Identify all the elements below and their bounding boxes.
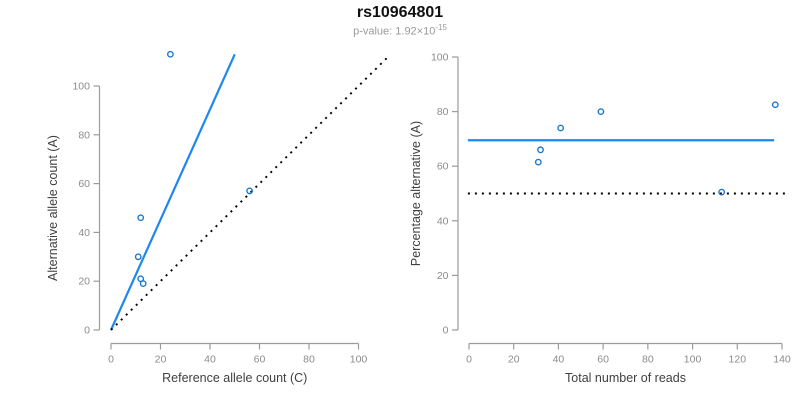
x-axis-title: Total number of reads [565,371,686,385]
plot-percentage-vs-reads: 0 20 40 60 80 100 120 140 0 20 40 60 80 100 Total numb… [409,52,791,386]
x-tick-label: 100 [350,354,368,366]
x-tick-label: 120 [729,354,747,366]
x-tick-label: 0 [108,354,114,366]
x-tick-label: 20 [155,354,167,366]
y-tick-label: 40 [437,215,449,227]
x-tick-label: 80 [642,354,654,366]
y-tick-label: 60 [78,178,90,190]
figure-title: rs10964801 [356,4,444,21]
data-point [134,253,142,261]
y-tick-label: 40 [78,227,90,239]
data-point [166,50,174,58]
data-point [557,124,565,132]
y-tick-label: 60 [437,161,449,173]
data-point [597,108,605,116]
x-axis-title: Reference allele count (C) [162,371,307,385]
plot-allele-counts: 0 20 40 60 80 100 0 20 40 60 80 100 Reference allele… [46,50,389,385]
y-tick-label: 20 [437,270,449,282]
x-tick-label: 0 [466,354,472,366]
y-tick-label: 100 [431,52,449,64]
data-point [139,280,147,288]
data-point [771,101,779,109]
y-tick-label: 0 [443,325,449,337]
figure-header: rs10964801 p-value: 1.92×10-15 [0,4,800,39]
x-tick-label: 140 [773,354,791,366]
fitted-ratio-line [109,53,236,331]
x-tick-label: 40 [553,354,565,366]
x-tick-label: 60 [254,354,266,366]
x-tick-label: 80 [303,354,315,366]
pvalue-subtitle: p-value: 1.92×10-15 [0,23,800,38]
x-tick-label: 60 [597,354,609,366]
y-tick-label: 100 [72,81,90,93]
data-point [137,214,145,222]
y-tick-label: 80 [78,129,90,141]
y-tick-label: 0 [84,325,90,337]
data-point [534,158,542,166]
pvalue-text: p-value: 1.92×10 [353,26,436,39]
data-point [537,146,544,154]
x-tick-label: 100 [684,354,702,366]
x-tick-label: 40 [204,354,216,366]
y-axis-title: Alternative allele count (A) [46,135,60,281]
data-point [246,187,254,195]
x-tick-label: 20 [508,354,520,366]
data-point [718,188,726,196]
y-tick-label: 80 [437,106,449,118]
pvalue-exponent: -15 [435,23,447,33]
y-tick-label: 20 [78,276,90,288]
y-axis-title: Percentage alternative (A) [409,121,423,266]
identity-y-equals-x-line [110,56,389,331]
